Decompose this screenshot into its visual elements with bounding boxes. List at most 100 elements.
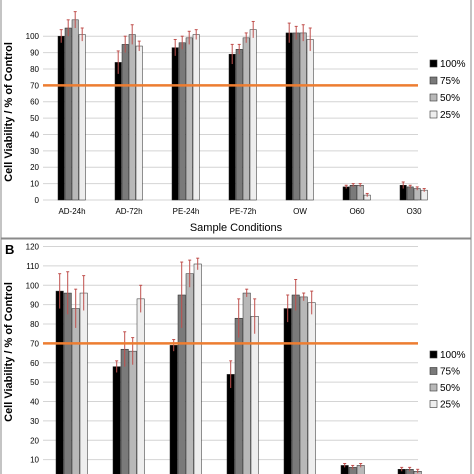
legend-label: 25% — [440, 110, 460, 121]
panel-b-y-ticks: 0102030405060708090100110120 — [26, 243, 40, 465]
legend-swatch-25pct — [429, 110, 438, 119]
bar-100pct-ad-72h — [114, 62, 122, 201]
legend-swatch-25pct — [429, 400, 438, 408]
legend-swatch-50pct — [429, 93, 438, 102]
panel-a-x-axis-title: Sample Conditions — [190, 222, 283, 234]
legend-label: 25% — [440, 400, 460, 411]
y-tick-label: 10 — [30, 456, 39, 465]
bar-100pct-ow — [283, 308, 292, 474]
y-tick-label: 0 — [35, 196, 40, 205]
bar-50pct-ad-24h — [71, 308, 80, 474]
bar-100pct-pe-72h — [228, 53, 236, 201]
bar-75pct-ow — [291, 294, 300, 474]
y-tick-label: 50 — [30, 378, 39, 387]
bar-100pct-ow — [285, 32, 293, 201]
bar-50pct-pe-72h — [242, 292, 251, 474]
legend-swatch-75pct — [429, 367, 438, 375]
bar-50pct-pe-72h — [242, 37, 250, 201]
y-tick-label: 100 — [26, 32, 40, 41]
bar-75pct-o60 — [349, 185, 357, 201]
y-tick-label: 40 — [30, 398, 39, 407]
legend-label: 50% — [440, 383, 460, 394]
bar-25pct-pe-72h — [250, 316, 259, 474]
panel-a-y-axis-title: Cell Viability / % of Control — [3, 42, 15, 182]
bar-100pct-ad-24h — [57, 35, 65, 201]
y-tick-label: 60 — [30, 359, 39, 368]
bar-100pct-pe-24h — [171, 47, 179, 201]
bar-50pct-ad-24h — [71, 19, 79, 201]
y-tick-label: 80 — [30, 320, 39, 329]
bar-100pct-ad-24h — [55, 290, 64, 474]
x-tick-label: PE-72h — [230, 207, 257, 216]
panel-b: B 0102030405060708090100110120 Cell Viab… — [0, 238, 472, 474]
x-tick-label: O30 — [406, 207, 422, 216]
bar-25pct-ad-24h — [79, 292, 88, 474]
bar-50pct-pe-24h — [185, 273, 194, 474]
bar-50pct-ad-72h — [128, 34, 136, 201]
panel-b-y-axis-title: Cell Viability / % of Control — [3, 282, 15, 422]
bar-50pct-o30 — [413, 188, 421, 201]
y-tick-label: 70 — [30, 339, 39, 348]
bar-50pct-ow — [299, 296, 308, 474]
x-tick-label: PE-24h — [173, 207, 200, 216]
y-tick-label: 80 — [30, 65, 39, 74]
y-tick-label: 30 — [30, 147, 39, 156]
panel-a-error-bars — [59, 11, 426, 197]
bar-50pct-ow — [299, 32, 307, 201]
bar-75pct-pe-72h — [235, 49, 243, 201]
bar-75pct-ad-72h — [121, 44, 129, 201]
y-tick-label: 60 — [30, 98, 39, 107]
bar-25pct-pe-24h — [192, 34, 200, 201]
bar-100pct-o60 — [342, 186, 350, 201]
bar-50pct-ad-72h — [128, 350, 137, 474]
legend-swatch-50pct — [429, 383, 438, 392]
legend-swatch-100pct — [429, 350, 438, 359]
legend-label: 100% — [440, 59, 466, 70]
legend-swatch-100pct — [429, 59, 438, 68]
panel-b-label: B — [5, 242, 14, 257]
bar-75pct-pe-24h — [178, 42, 186, 201]
y-tick-label: 90 — [30, 301, 39, 310]
panel-a: 0 10 20 30 40 50 60 70 80 90 100 AD-24h AD-72h PE-24… — [0, 0, 472, 239]
y-tick-label: 120 — [26, 243, 40, 252]
y-tick-label: 40 — [30, 130, 39, 139]
bar-100pct-pe-72h — [226, 374, 235, 474]
bar-25pct-ad-72h — [135, 45, 143, 201]
panel-a-legend: 100% 75% 50% 25% — [429, 59, 466, 121]
legend-label: 75% — [440, 367, 460, 378]
bar-50pct-pe-24h — [185, 37, 193, 201]
y-tick-label: 110 — [26, 262, 39, 271]
panel-a-bars — [57, 19, 428, 201]
x-tick-label: AD-24h — [58, 207, 85, 216]
legend-swatch-75pct — [429, 76, 438, 85]
bar-25pct-ad-24h — [78, 34, 86, 201]
y-tick-label: 50 — [30, 114, 39, 123]
bar-75pct-ad-72h — [120, 348, 129, 474]
panel-b-legend: 100% 75% 50% 25% — [429, 350, 466, 411]
x-tick-label: OW — [293, 207, 307, 216]
legend-label: 50% — [440, 93, 460, 104]
y-tick-label: 30 — [30, 417, 39, 426]
panel-b-error-bars — [58, 257, 420, 474]
legend-label: 100% — [440, 350, 466, 361]
y-tick-label: 10 — [30, 180, 39, 189]
bar-25pct-pe-24h — [193, 263, 202, 474]
y-tick-label: 20 — [30, 163, 39, 172]
bar-25pct-pe-72h — [249, 29, 257, 201]
panel-a-x-ticks: AD-24h AD-72h PE-24h PE-72h OW O60 O30 — [58, 207, 422, 216]
bar-50pct-o60 — [356, 185, 364, 201]
x-tick-label: AD-72h — [115, 207, 142, 216]
y-tick-label: 20 — [30, 436, 39, 445]
bar-25pct-ow — [307, 302, 316, 474]
bar-25pct-ow — [306, 39, 314, 201]
legend-label: 75% — [440, 76, 460, 87]
bar-25pct-ad-72h — [136, 298, 145, 474]
bar-75pct-ad-24h — [64, 27, 72, 201]
bar-100pct-pe-24h — [169, 345, 178, 474]
bar-75pct-pe-72h — [234, 317, 243, 474]
panel-a-y-ticks: 0 10 20 30 40 50 60 70 80 90 100 — [26, 32, 40, 205]
y-tick-label: 90 — [30, 49, 39, 58]
x-tick-label: O60 — [349, 207, 365, 216]
bar-100pct-ad-72h — [112, 366, 121, 474]
